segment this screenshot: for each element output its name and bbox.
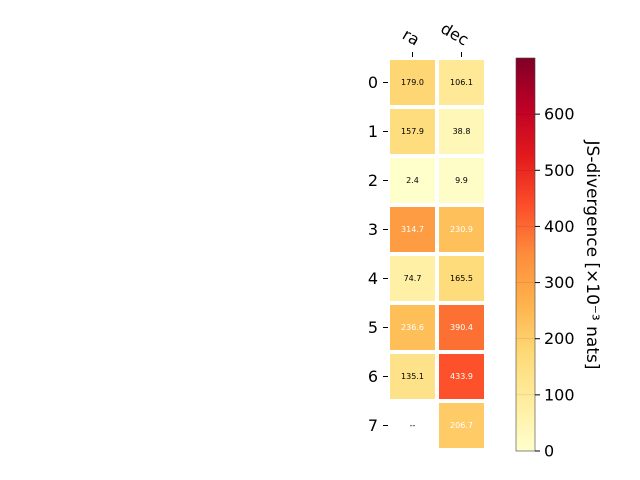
row-label-1: 1 bbox=[368, 122, 378, 141]
colorbar-tick-label: 600 bbox=[544, 105, 575, 124]
row-label-7: 7 bbox=[368, 416, 378, 435]
cell-label-4-dec: 165.5 bbox=[450, 274, 473, 283]
heatmap-cell-1-ra bbox=[390, 109, 435, 154]
colorbar-label: JS-divergence [×10⁻³ nats] bbox=[582, 140, 602, 370]
heatmap-cell-5-ra bbox=[390, 305, 435, 350]
cell-label-4-ra: 74.7 bbox=[404, 274, 422, 283]
heatmap-cell-3-ra bbox=[390, 207, 435, 252]
heatmap-cell-5-dec bbox=[439, 305, 484, 350]
heatmap-cell-6-dec bbox=[439, 354, 484, 399]
colorbar-tick-label: 300 bbox=[544, 273, 575, 292]
heatmap-cells: 179.0 106.1 157.9 38.8 2.4 9.9 314.7 230.9 74.7 1… bbox=[390, 60, 484, 448]
heatmap-cell-0-ra bbox=[390, 60, 435, 105]
row-labels: 0 1 2 3 4 5 6 7 bbox=[368, 73, 388, 435]
heatmap-cell-4-dec bbox=[439, 256, 484, 301]
cell-label-1-dec: 38.8 bbox=[453, 127, 471, 136]
heatmap-cell-1-dec bbox=[439, 109, 484, 154]
row-label-3: 3 bbox=[368, 220, 378, 239]
colorbar-tick-label: 400 bbox=[544, 217, 575, 236]
heatmap-cell-2-dec bbox=[439, 158, 484, 203]
cell-label-2-ra: 2.4 bbox=[406, 176, 419, 185]
colorbar-tick-label: 500 bbox=[544, 161, 575, 180]
cell-label-0-ra: 179.0 bbox=[401, 78, 424, 87]
heatmap-cell-2-ra bbox=[390, 158, 435, 203]
row-label-0: 0 bbox=[368, 73, 378, 92]
row-label-5: 5 bbox=[368, 318, 378, 337]
cell-label-0-dec: 106.1 bbox=[450, 78, 473, 87]
heatmap-cell-6-ra bbox=[390, 354, 435, 399]
cell-label-7-dec: 206.7 bbox=[450, 421, 473, 430]
heatmap-cell-0-dec bbox=[439, 60, 484, 105]
column-label-dec: dec bbox=[438, 19, 472, 50]
colorbar-ticks: 0 100 200 300 400 500 600 bbox=[516, 105, 575, 461]
heatmap-cell-3-dec bbox=[439, 207, 484, 252]
cell-label-2-dec: 9.9 bbox=[455, 176, 468, 185]
cell-label-1-ra: 157.9 bbox=[401, 127, 424, 136]
colorbar-tick-label: 100 bbox=[544, 385, 575, 404]
colorbar: 0 100 200 300 400 500 600 JS-divergence [×10⁻³… bbox=[515, 57, 602, 461]
cell-label-6-ra: 135.1 bbox=[401, 372, 424, 381]
cell-label-3-ra: 314.7 bbox=[401, 225, 424, 234]
heatmap-cell-7-dec bbox=[439, 403, 484, 448]
row-label-6: 6 bbox=[368, 367, 378, 386]
row-label-2: 2 bbox=[368, 171, 378, 190]
column-label-ra: ra bbox=[399, 25, 423, 50]
cell-label-7-ra: -- bbox=[410, 421, 416, 430]
column-labels: ra dec bbox=[399, 19, 472, 57]
cell-label-3-dec: 230.9 bbox=[450, 225, 473, 234]
colorbar-tick-label: 200 bbox=[544, 329, 575, 348]
colorbar-gradient bbox=[515, 57, 536, 452]
cell-label-5-dec: 390.4 bbox=[450, 323, 473, 332]
cell-label-5-ra: 236.6 bbox=[401, 323, 424, 332]
heatmap-cell-4-ra bbox=[390, 256, 435, 301]
colorbar-tick-label: 0 bbox=[544, 442, 554, 461]
row-label-4: 4 bbox=[368, 269, 378, 288]
cell-label-6-dec: 433.9 bbox=[450, 372, 473, 381]
